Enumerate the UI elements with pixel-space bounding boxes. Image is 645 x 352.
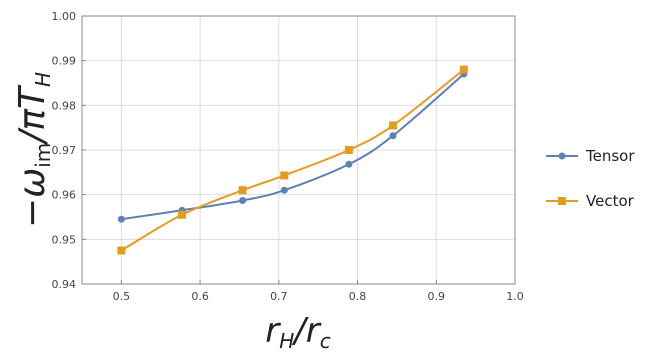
data-point-vector — [388, 121, 397, 130]
y-label-omega-sub: im — [31, 143, 55, 168]
y-label-omega: −ω — [12, 168, 53, 228]
legend: Tensor Vector — [546, 147, 635, 210]
x-tick-label: 1.0 — [506, 290, 524, 303]
x-tick-label: 0.5 — [113, 290, 131, 303]
x-label-sub-denom: c — [320, 329, 331, 352]
x-label-sub-main: H — [279, 329, 294, 352]
data-point-tensor — [280, 186, 288, 194]
data-point-tensor — [239, 196, 247, 204]
x-tick-label: 0.8 — [349, 290, 367, 303]
data-point-vector — [459, 65, 468, 74]
x-label-slash: / — [291, 311, 309, 351]
y-tick-label: 1.00 — [52, 10, 77, 23]
y-axis-label: −ωim/πTH — [12, 72, 55, 228]
y-tick-label: 0.99 — [52, 55, 77, 68]
axis-ticks: 0.5 0.6 0.7 0.8 0.9 1.0 0.94 0.95 0.96 0.97 0.98 0.… — [52, 10, 524, 303]
data-point-vector — [344, 146, 353, 154]
data-point-vector — [280, 171, 289, 180]
series-line-vector — [120, 68, 465, 252]
legend-item-vector: Vector — [546, 192, 635, 210]
x-tick-label: 0.9 — [428, 290, 446, 303]
y-tick-label: 0.94 — [52, 278, 77, 291]
y-tick-label: 0.95 — [52, 233, 77, 246]
data-point-vector — [238, 186, 247, 195]
data-point-tensor — [345, 160, 353, 168]
x-axis-label: rH/rc — [265, 311, 330, 352]
data-point-tensor — [117, 215, 125, 223]
series-line-tensor — [121, 73, 465, 221]
legend-label-vector: Vector — [586, 192, 635, 210]
grid-lines — [82, 15, 516, 285]
x-tick-label: 0.6 — [191, 290, 209, 303]
data-point-vector — [177, 210, 186, 219]
y-tick-label: 0.96 — [52, 189, 77, 202]
x-label-denom: r — [306, 311, 322, 351]
legend-item-tensor: Tensor — [546, 147, 635, 165]
series-group — [117, 65, 468, 255]
y-label-rest-sub: H — [31, 72, 55, 87]
y-tick-label: 0.97 — [52, 144, 77, 157]
legend-label-tensor: Tensor — [585, 147, 635, 165]
legend-marker-tensor — [558, 152, 566, 160]
data-point-tensor — [389, 132, 397, 140]
data-point-vector — [117, 246, 126, 255]
x-tick-label: 0.7 — [270, 290, 288, 303]
y-tick-label: 0.98 — [52, 99, 77, 112]
legend-marker-vector — [558, 197, 566, 205]
y-label-rest: /πT — [12, 84, 53, 146]
x-label-main: r — [265, 311, 281, 351]
